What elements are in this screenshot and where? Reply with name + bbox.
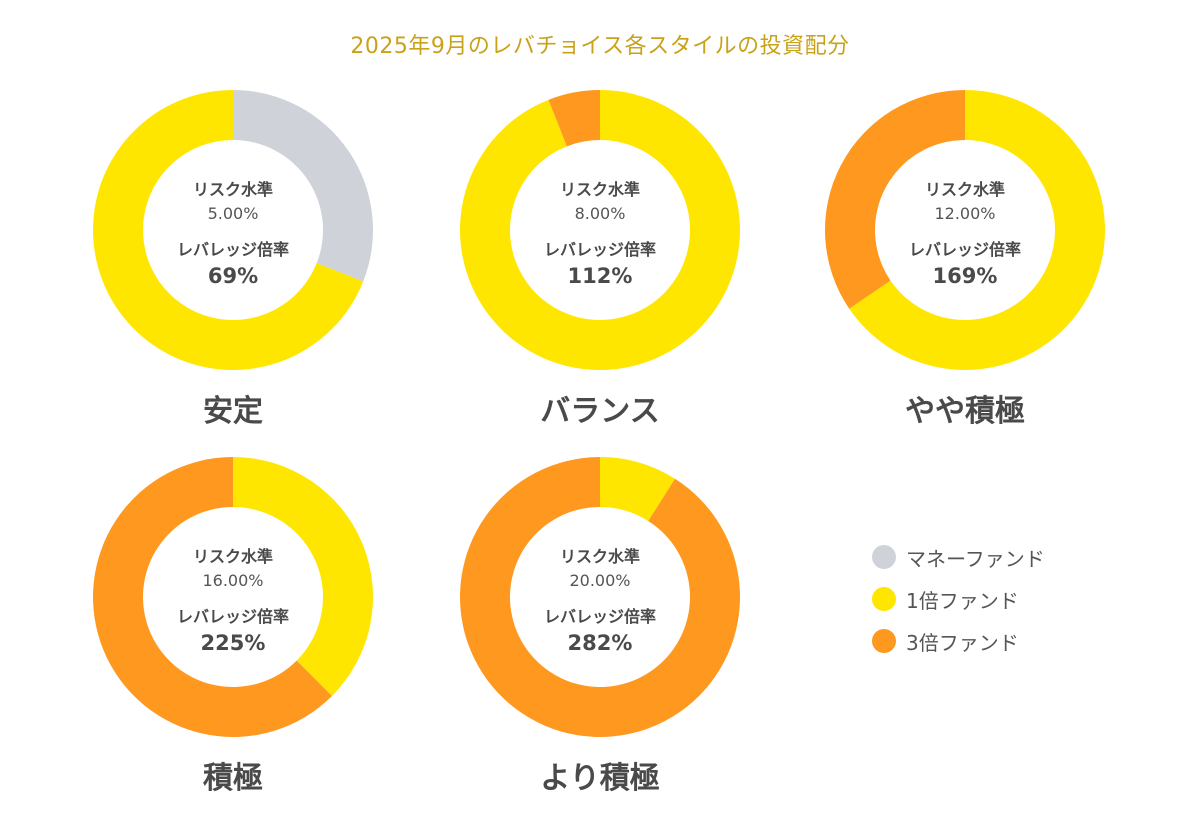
donut-slice-fund1x xyxy=(460,90,740,370)
risk-level-label: リスク水準 xyxy=(192,180,273,199)
risk-level-value: 8.00% xyxy=(574,204,626,223)
donut-svg xyxy=(460,457,740,737)
style-name: より積極 xyxy=(540,761,660,796)
donut-slice-fund1x xyxy=(93,90,364,370)
leverage-label: レバレッジ倍率 xyxy=(176,607,289,626)
donut-chart-5: リスク水準 20.00% レバレッジ倍率 282% より積極 xyxy=(455,457,745,817)
risk-level-value: 16.00% xyxy=(202,571,264,590)
leverage-label: レバレッジ倍率 xyxy=(908,240,1021,259)
risk-level-label: リスク水準 xyxy=(559,547,640,566)
leverage-value: 169% xyxy=(932,264,998,288)
legend-item-1x-fund: 1倍ファンド xyxy=(872,578,1172,620)
risk-level-value: 5.00% xyxy=(207,204,259,223)
legend-swatch-money-fund xyxy=(872,545,896,569)
donut-slice-fund3x xyxy=(548,90,600,147)
leverage-value: 225% xyxy=(200,631,266,655)
risk-level-value: 20.00% xyxy=(569,571,631,590)
leverage-label: レバレッジ倍率 xyxy=(176,240,289,259)
legend-swatch-3x-fund xyxy=(872,629,896,653)
donut-svg xyxy=(460,90,740,370)
donut-slice-fund1x xyxy=(600,457,676,522)
donut-svg xyxy=(93,457,373,737)
leverage-label: レバレッジ倍率 xyxy=(543,240,656,259)
donut-svg xyxy=(825,90,1105,370)
legend-item-3x-fund: 3倍ファンド xyxy=(872,620,1172,662)
legend: マネーファンド 1倍ファンド 3倍ファンド xyxy=(872,536,1172,662)
legend-label-3x-fund: 3倍ファンド xyxy=(906,630,1019,655)
donut-slice-money xyxy=(233,90,373,282)
risk-level-label: リスク水準 xyxy=(924,180,1005,199)
leverage-value: 282% xyxy=(567,631,633,655)
style-name: 安定 xyxy=(203,394,263,429)
risk-level-label: リスク水準 xyxy=(559,180,640,199)
leverage-label: レバレッジ倍率 xyxy=(543,607,656,626)
donut-svg xyxy=(93,90,373,370)
leverage-value: 112% xyxy=(567,264,633,288)
donut-chart-3: リスク水準 12.00% レバレッジ倍率 169% やや積極 xyxy=(820,90,1110,450)
style-name: 積極 xyxy=(203,761,263,796)
donut-slice-fund3x xyxy=(93,457,332,737)
risk-level-value: 12.00% xyxy=(934,204,996,223)
donut-chart-1: リスク水準 5.00% レバレッジ倍率 69% 安定 xyxy=(88,90,378,450)
risk-level-label: リスク水準 xyxy=(192,547,273,566)
donut-chart-4: リスク水準 16.00% レバレッジ倍率 225% 積極 xyxy=(88,457,378,817)
donut-chart-2: リスク水準 8.00% レバレッジ倍率 112% バランス xyxy=(455,90,745,450)
style-name: やや積極 xyxy=(905,394,1025,429)
legend-swatch-1x-fund xyxy=(872,587,896,611)
donut-slice-fund3x xyxy=(460,457,740,737)
leverage-value: 69% xyxy=(207,264,259,288)
legend-label-1x-fund: 1倍ファンド xyxy=(906,588,1019,613)
style-name: バランス xyxy=(540,394,660,429)
legend-label-money-fund: マネーファンド xyxy=(906,546,1045,571)
donut-slice-fund3x xyxy=(825,90,965,309)
donut-slice-fund1x xyxy=(233,457,373,696)
donut-slice-fund1x xyxy=(849,90,1105,370)
chart-title: 2025年9月のレバチョイス各スタイルの投資配分 xyxy=(350,34,850,59)
legend-item-money-fund: マネーファンド xyxy=(872,536,1172,578)
